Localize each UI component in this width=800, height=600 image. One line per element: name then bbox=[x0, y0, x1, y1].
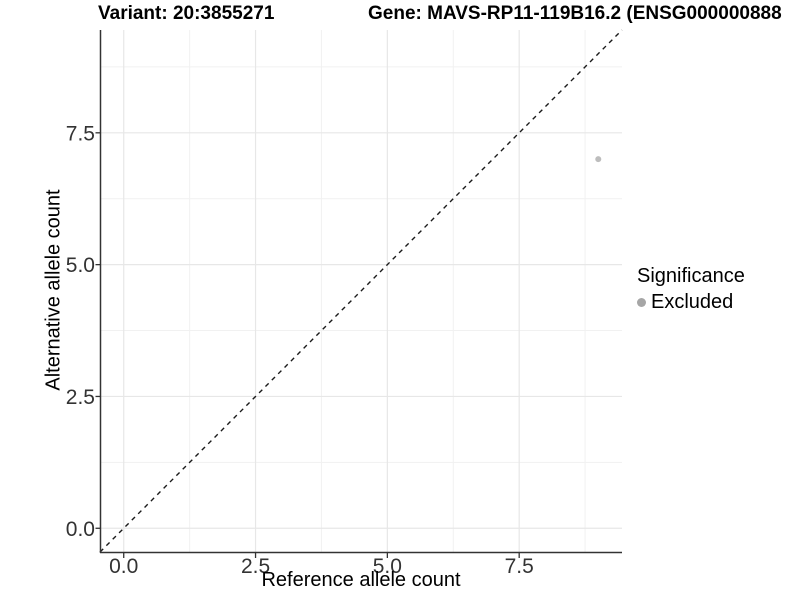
x-tick-label: 2.5 bbox=[241, 555, 270, 578]
y-axis-title: Alternative allele count bbox=[42, 189, 65, 391]
x-tick-label: 7.5 bbox=[505, 555, 534, 578]
x-axis-title: Reference allele count bbox=[261, 569, 461, 591]
legend-item-label: Excluded bbox=[651, 291, 734, 313]
legend-title: Significance bbox=[637, 265, 745, 287]
legend-item-excluded: Excluded bbox=[637, 290, 745, 315]
y-tick-label: 0.0 bbox=[66, 518, 95, 541]
y-tick-label: 2.5 bbox=[66, 386, 95, 409]
y-tick-label: 5.0 bbox=[66, 254, 95, 277]
x-tick-label: 5.0 bbox=[373, 555, 402, 578]
data-point bbox=[595, 156, 602, 163]
y-tick-label: 7.5 bbox=[66, 122, 95, 145]
identity-dashed-line bbox=[99, 29, 623, 553]
x-tick-label: 0.0 bbox=[109, 555, 138, 578]
plot-title-gene: Gene: MAVS-RP11-119B16.2 (ENSG000000888 bbox=[368, 3, 782, 24]
plot-title-variant: Variant: 20:3855271 bbox=[98, 3, 275, 24]
legend-key-dot-icon bbox=[637, 298, 646, 307]
legend: Significance Excluded bbox=[637, 264, 745, 315]
